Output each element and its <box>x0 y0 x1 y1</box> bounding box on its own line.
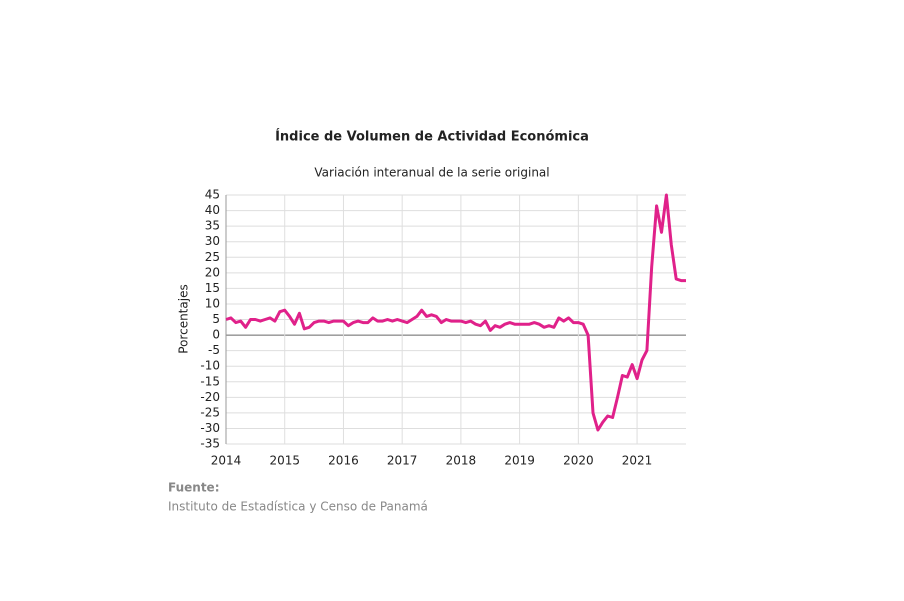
y-tick-label: -15 <box>200 374 220 388</box>
y-tick-label: 10 <box>205 296 220 310</box>
y-tick-label: 25 <box>205 250 220 264</box>
y-tick-label: -25 <box>200 405 220 419</box>
x-tick-label: 2016 <box>328 454 359 468</box>
x-tick-label: 2019 <box>504 454 535 468</box>
x-tick-label: 2018 <box>446 454 477 468</box>
y-tick-label: 20 <box>205 265 220 279</box>
x-tick-label: 2015 <box>269 454 300 468</box>
source: Instituto de Estadística y Censo de Pana… <box>168 500 428 514</box>
line-series <box>225 193 686 432</box>
y-tick-label: 5 <box>212 312 220 326</box>
y-tick-label: 15 <box>205 281 220 295</box>
chart-title: Índice de Volumen de Actividad Económica <box>275 129 589 145</box>
y-tick-label: 0 <box>212 328 220 342</box>
x-tick-label: 2017 <box>387 454 418 468</box>
y-tick-label: -10 <box>200 359 220 373</box>
y-tick-label: -5 <box>208 343 220 357</box>
chart-subtitle: Variación interanual de la serie origina… <box>314 166 549 180</box>
y-tick-label: 35 <box>205 219 220 233</box>
y-tick-label: -30 <box>200 421 220 435</box>
y-tick-label: -35 <box>200 437 220 451</box>
y-axis-label: Porcentajes <box>177 284 191 353</box>
x-tick-label: 2021 <box>622 454 653 468</box>
x-tick-label: 2014 <box>211 454 242 468</box>
x-tick-label: 2020 <box>563 454 594 468</box>
source-label: Fuente: <box>168 481 220 495</box>
y-tick-label: 40 <box>205 203 220 217</box>
y-tick-label: -20 <box>200 390 220 404</box>
y-tick-label: 45 <box>205 188 220 202</box>
y-tick-label: 30 <box>205 234 220 248</box>
